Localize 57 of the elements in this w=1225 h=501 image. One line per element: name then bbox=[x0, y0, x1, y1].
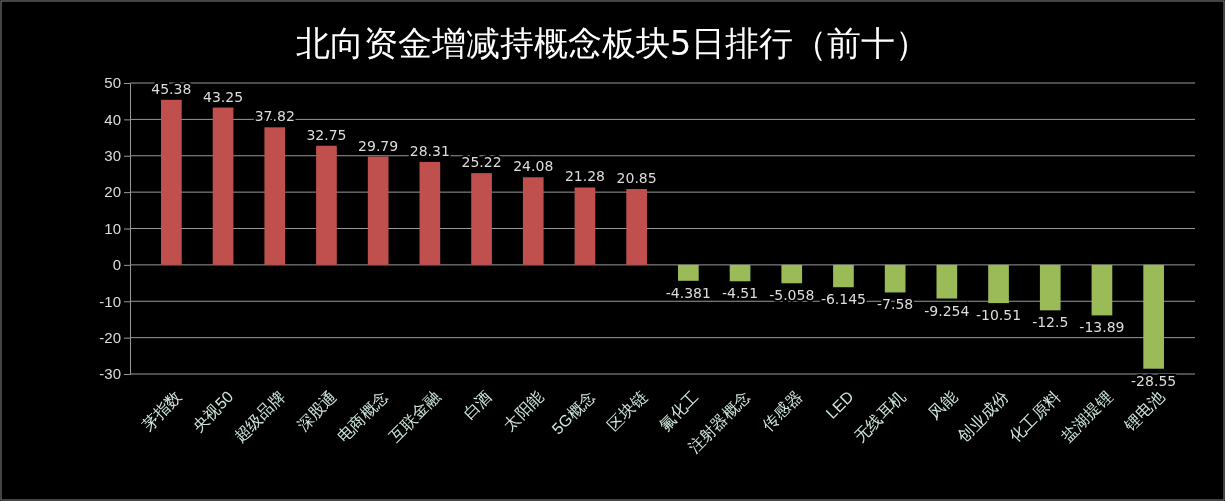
bar bbox=[833, 264, 854, 288]
bar bbox=[781, 264, 803, 284]
data-label: 28.31 bbox=[409, 142, 450, 159]
bar bbox=[729, 264, 751, 282]
data-label: 43.25 bbox=[203, 88, 244, 105]
data-label: -4.51 bbox=[721, 285, 759, 302]
data-label: -13.89 bbox=[1079, 319, 1125, 336]
x-tick-label: 茅指数 bbox=[138, 387, 185, 434]
data-label: 45.38 bbox=[151, 80, 192, 97]
data-label: 29.79 bbox=[358, 137, 399, 154]
y-tick-label: 50 bbox=[104, 74, 121, 92]
bar bbox=[884, 264, 906, 293]
y-tick-label: -20 bbox=[99, 328, 121, 346]
bar bbox=[161, 99, 182, 265]
bar bbox=[522, 177, 544, 265]
data-label: -12.5 bbox=[1032, 314, 1069, 331]
bar bbox=[1143, 264, 1164, 369]
y-tick-label: -10 bbox=[99, 292, 121, 310]
data-label: 32.75 bbox=[306, 126, 347, 143]
bar bbox=[1039, 264, 1061, 311]
x-tick-label: 5G概念 bbox=[548, 387, 599, 438]
y-tick-label: 20 bbox=[104, 183, 121, 201]
data-label: -10.51 bbox=[975, 307, 1022, 324]
data-label: 20.85 bbox=[616, 170, 657, 187]
bar bbox=[1091, 264, 1113, 316]
data-label: 21.28 bbox=[564, 168, 605, 185]
data-label: 25.22 bbox=[461, 154, 502, 171]
bar bbox=[212, 107, 234, 265]
bar bbox=[471, 173, 492, 265]
x-tick-label: 锂电池 bbox=[1120, 387, 1167, 435]
bar bbox=[988, 264, 1009, 304]
y-tick-label: 30 bbox=[104, 147, 121, 165]
data-label: 24.08 bbox=[513, 158, 554, 175]
bar bbox=[574, 187, 596, 265]
bar bbox=[626, 189, 647, 265]
data-label: -4.381 bbox=[665, 284, 711, 301]
y-tick-label: 10 bbox=[104, 219, 121, 237]
bar bbox=[419, 161, 441, 265]
bar bbox=[264, 127, 286, 265]
x-tick-label: 区块链 bbox=[603, 387, 650, 434]
data-label: -9.254 bbox=[924, 302, 970, 319]
data-label: -5.058 bbox=[769, 287, 815, 304]
bar bbox=[678, 264, 699, 281]
data-label: -7.58 bbox=[877, 296, 914, 313]
bar bbox=[316, 145, 337, 265]
x-tick-label: 太阳能 bbox=[500, 387, 547, 434]
bar bbox=[367, 156, 389, 265]
y-tick-label: 40 bbox=[104, 110, 121, 128]
y-tick-label: 0 bbox=[112, 256, 121, 274]
data-label: -28.55 bbox=[1131, 372, 1177, 389]
x-tick-label: 白酒 bbox=[460, 387, 495, 423]
bar bbox=[936, 264, 958, 299]
y-tick-label: -30 bbox=[99, 365, 121, 383]
x-tick-label: 传感器 bbox=[759, 387, 806, 434]
x-tick-label: 风能 bbox=[925, 387, 961, 423]
chart-title: 北向资金增减持概念板块5日排行（前十） bbox=[295, 23, 930, 63]
data-label: -6.145 bbox=[820, 291, 867, 308]
